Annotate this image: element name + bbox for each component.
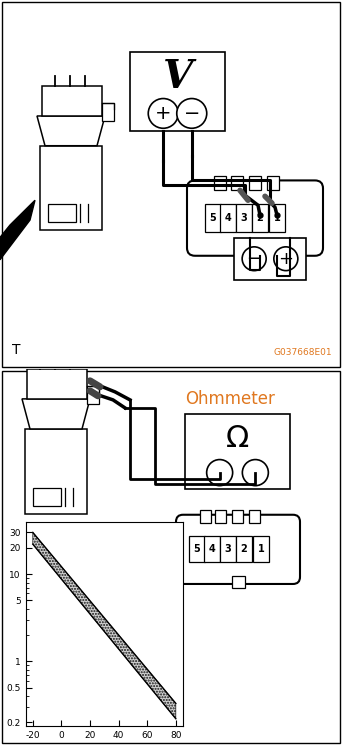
Circle shape bbox=[242, 460, 268, 486]
Text: 1: 1 bbox=[274, 213, 280, 223]
Bar bbox=[130, 51, 225, 131]
Text: 1: 1 bbox=[258, 545, 264, 554]
Bar bbox=[220, 204, 236, 232]
Bar bbox=[87, 386, 99, 404]
Text: −: − bbox=[184, 104, 200, 123]
Text: 4: 4 bbox=[209, 545, 215, 554]
Circle shape bbox=[177, 98, 207, 128]
Text: −: − bbox=[247, 250, 262, 267]
Bar bbox=[214, 177, 226, 190]
Bar bbox=[48, 204, 76, 222]
Bar bbox=[249, 510, 260, 523]
Bar bbox=[248, 246, 262, 260]
Bar bbox=[232, 510, 243, 523]
Text: 3: 3 bbox=[241, 213, 247, 223]
Bar bbox=[234, 238, 306, 279]
Text: T: T bbox=[12, 343, 21, 357]
Bar bbox=[267, 177, 279, 190]
Bar bbox=[189, 536, 205, 562]
Bar bbox=[205, 204, 221, 232]
Bar bbox=[236, 536, 252, 562]
Text: 5: 5 bbox=[210, 213, 216, 223]
Bar bbox=[27, 369, 87, 399]
Bar bbox=[33, 488, 61, 506]
Text: 2: 2 bbox=[256, 213, 263, 223]
Bar bbox=[40, 146, 102, 230]
Bar bbox=[220, 536, 236, 562]
Text: G037668E01: G037668E01 bbox=[273, 348, 332, 357]
Text: 3: 3 bbox=[225, 545, 232, 554]
Bar bbox=[42, 86, 102, 116]
Bar bbox=[249, 177, 261, 190]
Circle shape bbox=[207, 460, 233, 486]
Text: +: + bbox=[155, 104, 171, 123]
Polygon shape bbox=[37, 116, 105, 146]
Bar bbox=[236, 204, 252, 232]
Bar bbox=[25, 429, 87, 514]
Circle shape bbox=[242, 247, 266, 270]
Circle shape bbox=[274, 247, 298, 270]
FancyBboxPatch shape bbox=[187, 180, 323, 256]
Text: 5: 5 bbox=[194, 545, 200, 554]
Text: +: + bbox=[278, 250, 293, 267]
Bar bbox=[204, 536, 220, 562]
Bar bbox=[185, 414, 290, 489]
Text: V: V bbox=[162, 58, 193, 96]
Bar bbox=[200, 510, 211, 523]
Bar bbox=[269, 204, 285, 232]
Text: Ω: Ω bbox=[226, 423, 249, 452]
Bar bbox=[215, 510, 226, 523]
Text: Ohmmeter: Ohmmeter bbox=[185, 390, 275, 408]
Polygon shape bbox=[22, 399, 90, 429]
Circle shape bbox=[148, 98, 178, 128]
Text: 4: 4 bbox=[225, 213, 232, 223]
Bar bbox=[102, 103, 114, 121]
Polygon shape bbox=[0, 200, 35, 260]
Bar bbox=[253, 536, 269, 562]
FancyBboxPatch shape bbox=[176, 515, 300, 584]
Bar bbox=[231, 177, 243, 190]
Bar bbox=[252, 204, 268, 232]
Bar bbox=[232, 576, 245, 588]
Text: 2: 2 bbox=[241, 545, 247, 554]
